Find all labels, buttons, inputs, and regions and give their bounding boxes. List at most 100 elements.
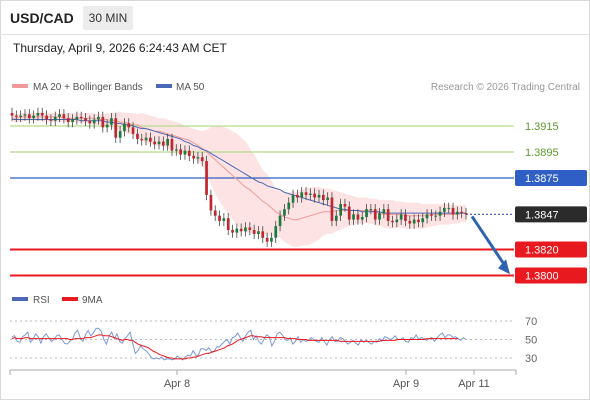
candle-body bbox=[443, 207, 446, 212]
candle-body bbox=[291, 194, 295, 203]
legend-9ma-label: 9MA bbox=[82, 295, 103, 306]
candle-body bbox=[127, 123, 131, 128]
candle-body bbox=[356, 214, 360, 220]
candle-body bbox=[339, 204, 342, 216]
x-tick-label: Apr 8 bbox=[164, 378, 190, 390]
candle-body bbox=[187, 150, 191, 156]
x-tick-label: Apr 11 bbox=[458, 378, 490, 390]
candle-body bbox=[395, 219, 399, 223]
candle-body bbox=[136, 133, 139, 139]
candle-body bbox=[270, 237, 273, 242]
candle-body bbox=[92, 119, 96, 124]
candle-body bbox=[183, 150, 187, 155]
candle-body bbox=[88, 120, 92, 124]
candle-body bbox=[425, 214, 429, 219]
candle-body bbox=[49, 119, 53, 121]
legend-rsi-label: RSI bbox=[33, 295, 50, 306]
candle-body bbox=[239, 228, 243, 232]
candle-body bbox=[265, 237, 269, 242]
rsi-panel: 30 50 70 bbox=[10, 316, 537, 365]
candle-body bbox=[105, 124, 109, 128]
candle-body bbox=[153, 141, 156, 145]
candle-body bbox=[84, 118, 87, 121]
candle-body bbox=[438, 211, 442, 216]
candle-body bbox=[114, 118, 118, 138]
candle-body bbox=[386, 209, 390, 221]
candle-body bbox=[226, 218, 230, 230]
candle-body bbox=[175, 149, 178, 151]
candle-body bbox=[118, 131, 122, 138]
candle-body bbox=[404, 214, 407, 221]
level-label-support: 1.3820 bbox=[525, 245, 559, 257]
candle-body bbox=[123, 123, 126, 132]
candle-body bbox=[412, 219, 416, 224]
candle-body bbox=[391, 220, 394, 223]
moving-averages bbox=[12, 116, 466, 221]
candle-body bbox=[205, 161, 208, 195]
candle-body bbox=[278, 215, 282, 227]
candle-body bbox=[360, 217, 364, 220]
candle-body bbox=[15, 115, 18, 117]
candle-body bbox=[162, 141, 165, 146]
credit-label: Research © 2026 Trading Central bbox=[431, 82, 580, 93]
timeframe-button[interactable]: 30 MIN bbox=[83, 6, 133, 30]
candle-body bbox=[451, 207, 455, 215]
x-axis: Apr 8 Apr 9 Apr 11 bbox=[9, 369, 517, 390]
level-tags: 1.3915 1.3895 1.3875 1.3847 1.3820 1.3800 bbox=[515, 121, 587, 284]
candle-body bbox=[421, 218, 425, 223]
candle-body bbox=[460, 211, 463, 214]
pair-title: USD/CAD bbox=[10, 10, 74, 26]
candle-body bbox=[149, 137, 152, 142]
rsi-line bbox=[11, 327, 467, 361]
candle-body bbox=[248, 227, 252, 230]
level-label-resistance: 1.3895 bbox=[525, 147, 559, 159]
candle-body bbox=[213, 210, 217, 216]
candle-body bbox=[10, 113, 14, 116]
candle-body bbox=[235, 228, 239, 233]
x-tick-label: Apr 9 bbox=[393, 378, 419, 390]
candle-body bbox=[378, 213, 381, 220]
ma50-line bbox=[12, 119, 466, 214]
rsi-9ma-line bbox=[11, 334, 459, 360]
candle-body bbox=[347, 206, 351, 220]
candle-body bbox=[166, 139, 169, 146]
candle-body bbox=[140, 139, 144, 141]
candle-body bbox=[326, 197, 329, 201]
candle-body bbox=[261, 231, 265, 238]
candle-body bbox=[218, 215, 221, 221]
candle-body bbox=[304, 192, 308, 195]
candle-body bbox=[66, 118, 70, 123]
level-tag-last bbox=[515, 206, 587, 223]
level-tag-support bbox=[515, 241, 587, 258]
timestamp: Thursday, April 9, 2026 6:24:43 AM CET bbox=[13, 41, 227, 55]
candle-body bbox=[19, 115, 22, 117]
candlesticks bbox=[10, 107, 468, 247]
legend-ma20-label: MA 20 + Bollinger Bands bbox=[33, 82, 143, 93]
candle-body bbox=[79, 116, 83, 119]
candle-body bbox=[179, 149, 182, 155]
candle-body bbox=[58, 114, 61, 117]
candle-body bbox=[32, 115, 35, 119]
candle-body bbox=[244, 227, 247, 232]
candle-body bbox=[45, 115, 48, 120]
candle-body bbox=[110, 118, 113, 125]
candle-body bbox=[97, 116, 100, 120]
candle-body bbox=[287, 202, 291, 210]
candle-body bbox=[40, 113, 44, 116]
candle-body bbox=[157, 141, 161, 145]
candle-body bbox=[101, 116, 105, 128]
candle-body bbox=[447, 207, 451, 209]
level-label-support: 1.3800 bbox=[525, 271, 559, 283]
candle-body bbox=[322, 194, 325, 201]
candle-body bbox=[144, 137, 148, 141]
level-tag-pivot bbox=[515, 170, 587, 186]
projection-arrow-head bbox=[498, 259, 510, 275]
level-label-pivot: 1.3875 bbox=[525, 173, 559, 185]
candle-body bbox=[23, 114, 27, 116]
candle-body bbox=[464, 213, 468, 215]
candle-body bbox=[309, 193, 312, 195]
candle-body bbox=[192, 155, 195, 159]
candle-body bbox=[373, 209, 377, 220]
rsi-tick-label: 70 bbox=[525, 316, 537, 328]
